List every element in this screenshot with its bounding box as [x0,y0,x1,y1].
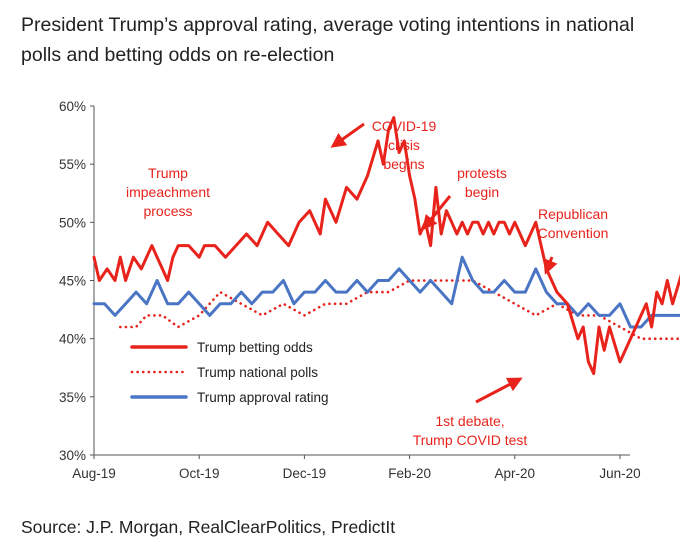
chart-annotations: Trump impeachment process COVID-19 crisis beg… [126,118,608,448]
legend-background [120,331,350,413]
y-tick-label: 50% [59,215,86,230]
x-tick-label: Aug-19 [72,466,116,481]
x-tick-label: Feb-20 [388,466,431,481]
y-tick-label: 40% [59,332,86,347]
annotation-arrow [475,377,523,404]
legend-label: Trump betting odds [197,340,313,355]
annotation-text: Trump [148,165,188,181]
y-tick-label: 35% [59,390,86,405]
chart-plot-area [92,116,680,376]
annotation-text: process [143,203,192,219]
annotation-text: begins [383,156,424,172]
annotation-text: Convention [538,225,609,241]
legend-label: Trump national polls [197,365,318,380]
chart-title: President Trump’s approval rating, avera… [21,14,635,66]
trump-betting-odds-line [92,116,680,376]
chart-legend: Trump betting odds Trump national polls Tr… [120,331,350,413]
annotation-text: Republican [538,206,608,222]
annotation-text: 1st debate, [435,413,504,429]
annotation-text: COVID-19 [372,118,437,134]
x-tick-label: Jun-20 [599,466,640,481]
y-tick-label: 55% [59,157,86,172]
y-tick-label: 60% [59,99,86,114]
trump-approval-rating-line [92,255,680,329]
legend-label: Trump approval rating [197,390,329,405]
x-tick-label: Apr-20 [495,466,536,481]
x-tick-label: Oct-19 [179,466,220,481]
annotation-text: Trump COVID test [413,432,528,448]
annotation-text: begin [465,184,499,200]
annotation-arrow [422,195,452,231]
source-note: Source: J.P. Morgan, RealClearPolitics, … [21,517,396,537]
annotation-text: protests [457,165,507,181]
chart-axes: 60% 55% 50% 45% 40% 35% 30% Aug-19 Oct-19 Dec-19 F… [59,99,641,481]
annotation-text: impeachment [126,184,210,200]
annotation-arrow [543,256,558,275]
annotation-arrow [330,122,365,148]
annotation-text: crisis [388,137,420,153]
y-tick-label: 45% [59,274,86,289]
y-tick-label: 30% [59,448,86,463]
x-tick-label: Dec-19 [283,466,327,481]
trump-national-polls-line [119,279,680,340]
